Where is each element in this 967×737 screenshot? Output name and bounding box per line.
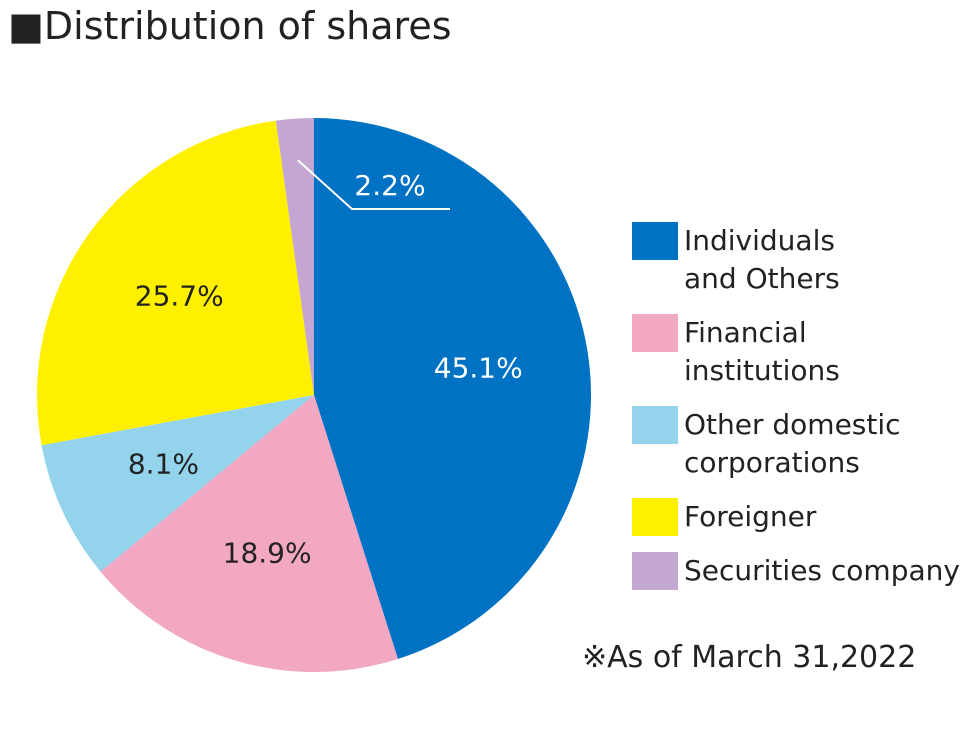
note: ※As of March 31,2022 xyxy=(582,640,917,675)
legend-item: Individuals and Others xyxy=(632,222,962,298)
legend: Individuals and Others Financial institut… xyxy=(632,222,962,606)
legend-swatch xyxy=(632,222,678,260)
pie-slice xyxy=(275,118,314,395)
legend-label: Financial institutions xyxy=(684,316,840,387)
legend-swatch xyxy=(632,406,678,444)
data-label: 25.7% xyxy=(135,280,224,313)
legend-swatch xyxy=(632,498,678,536)
data-label: 2.2% xyxy=(354,169,425,202)
pie-slice xyxy=(36,120,314,446)
legend-label: Individuals and Others xyxy=(684,224,840,295)
legend-swatch xyxy=(632,552,678,590)
legend-item: Securities company xyxy=(632,552,962,590)
pie-slice xyxy=(100,395,398,672)
legend-swatch xyxy=(632,314,678,352)
chart-title: ■Distribution of shares xyxy=(8,4,452,48)
legend-item: Financial institutions xyxy=(632,314,962,390)
legend-label: Securities company xyxy=(684,554,960,587)
pie-slice xyxy=(314,118,591,659)
leader-line xyxy=(297,159,450,210)
legend-item: Other domestic corporations xyxy=(632,406,962,482)
legend-label: Other domestic corporations xyxy=(684,408,901,479)
legend-item: Foreigner xyxy=(632,498,962,536)
data-label: 18.9% xyxy=(223,536,312,569)
legend-label: Foreigner xyxy=(684,500,817,533)
data-label: 45.1% xyxy=(434,352,523,385)
data-label: 8.1% xyxy=(128,447,199,480)
pie-slice xyxy=(41,395,314,572)
